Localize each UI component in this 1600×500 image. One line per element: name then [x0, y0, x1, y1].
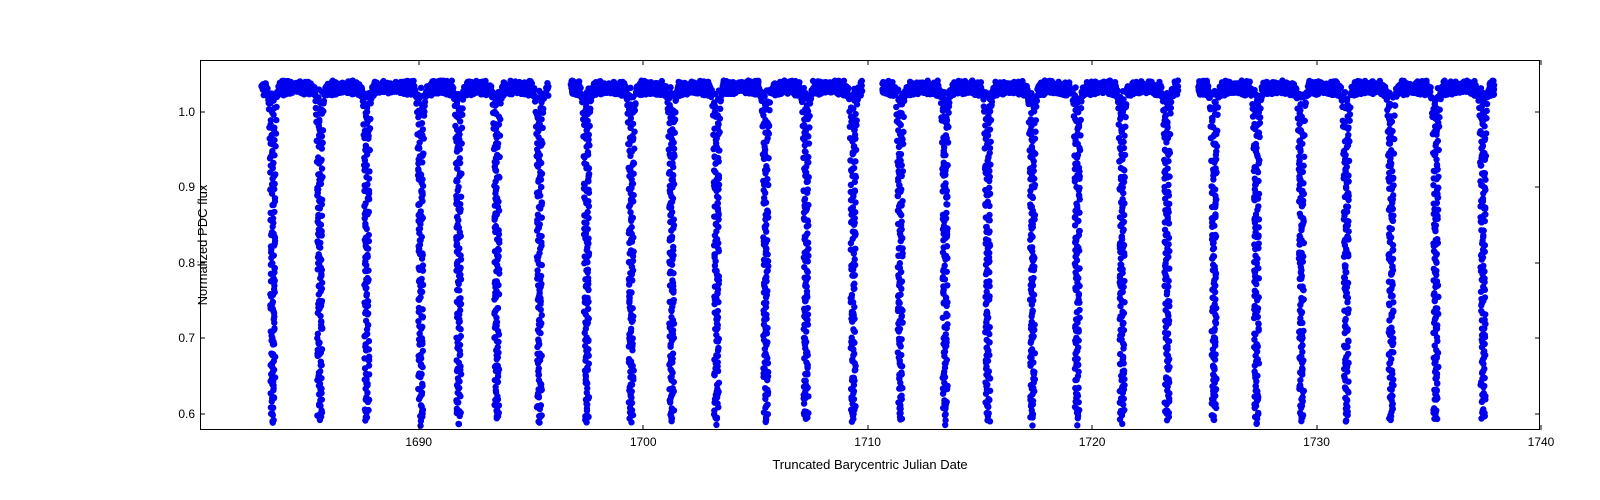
x-tick-mark-top: [867, 60, 868, 65]
scatter-plot-container: 1690170017101720173017400.60.70.80.91.0 …: [200, 60, 1540, 430]
x-tick-mark-top: [1316, 60, 1317, 65]
x-tick-mark-top: [643, 60, 644, 65]
x-tick-label: 1720: [1079, 435, 1106, 449]
x-tick-mark: [418, 425, 419, 430]
y-tick-mark: [200, 111, 205, 112]
y-tick-label: 0.7: [167, 331, 195, 345]
x-tick-mark: [643, 425, 644, 430]
x-tick-mark-top: [1092, 60, 1093, 65]
x-tick-label: 1700: [630, 435, 657, 449]
x-tick-mark-top: [1541, 60, 1542, 65]
y-tick-label: 0.6: [167, 407, 195, 421]
scatter-svg: [201, 61, 1539, 429]
x-tick-mark-top: [418, 60, 419, 65]
x-tick-mark: [1316, 425, 1317, 430]
y-axis-label: Normalized PDC flux: [195, 185, 210, 306]
x-tick-mark: [1092, 425, 1093, 430]
x-tick-mark: [1541, 425, 1542, 430]
x-tick-label: 1740: [1528, 435, 1555, 449]
x-tick-label: 1690: [405, 435, 432, 449]
y-tick-mark-right: [1535, 187, 1540, 188]
y-tick-mark: [200, 413, 205, 414]
y-tick-label: 0.8: [167, 256, 195, 270]
y-tick-mark: [200, 338, 205, 339]
y-tick-mark-right: [1535, 338, 1540, 339]
x-tick-label: 1730: [1303, 435, 1330, 449]
x-axis-label: Truncated Barycentric Julian Date: [772, 457, 967, 472]
y-tick-mark-right: [1535, 111, 1540, 112]
x-tick-mark: [867, 425, 868, 430]
plot-area: 1690170017101720173017400.60.70.80.91.0: [200, 60, 1540, 430]
y-tick-label: 1.0: [167, 105, 195, 119]
x-tick-label: 1710: [854, 435, 881, 449]
y-tick-mark-right: [1535, 413, 1540, 414]
y-tick-label: 0.9: [167, 180, 195, 194]
y-tick-mark-right: [1535, 262, 1540, 263]
